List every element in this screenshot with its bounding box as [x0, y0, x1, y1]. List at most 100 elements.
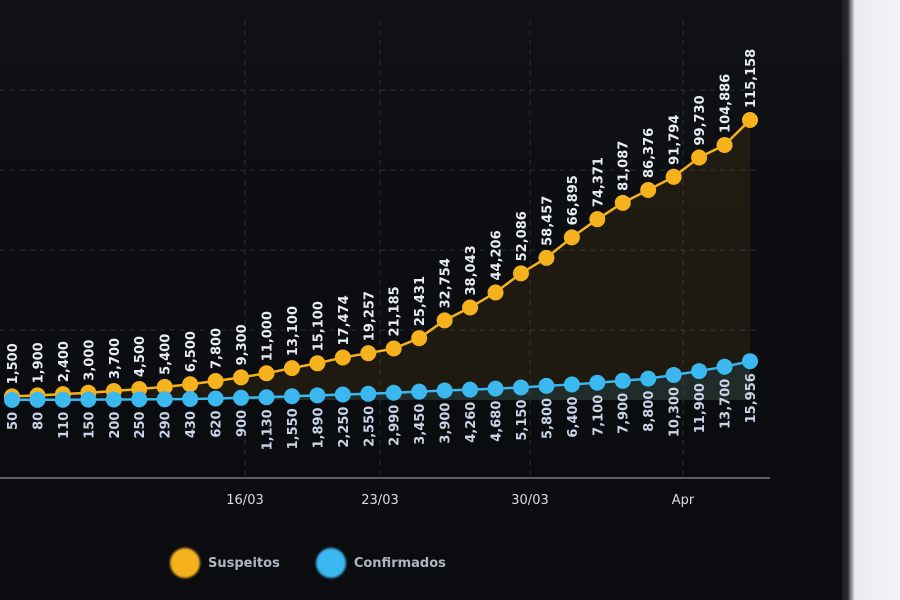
data-label: 50 — [6, 412, 21, 430]
data-label: 91,794 — [668, 115, 683, 165]
data-label: 80 — [31, 412, 46, 430]
data-label: 19,257 — [362, 291, 377, 341]
data-label: 7,800 — [210, 328, 225, 369]
data-point-confirmados — [462, 381, 479, 398]
data-point-confirmados — [131, 391, 148, 408]
data-point-suspeitos — [309, 355, 326, 372]
data-label: 1,890 — [311, 407, 326, 448]
data-label: 7,100 — [591, 395, 606, 436]
data-point-confirmados — [309, 387, 326, 404]
data-label: 430 — [184, 411, 199, 438]
data-point-confirmados — [538, 377, 555, 394]
data-point-confirmados — [614, 372, 631, 389]
data-point-confirmados — [640, 370, 657, 387]
x-tick-label: 16/03 — [226, 493, 263, 508]
data-point-confirmados — [716, 358, 733, 375]
data-label: 104,886 — [719, 74, 734, 133]
data-point-confirmados — [105, 391, 122, 408]
data-point-suspeitos — [640, 181, 657, 198]
data-point-confirmados — [665, 366, 682, 383]
legend-item-confirmados[interactable]: Confirmados — [315, 548, 446, 578]
data-point-suspeitos — [563, 229, 580, 246]
data-point-suspeitos — [233, 369, 250, 386]
data-label: 5,400 — [159, 334, 174, 375]
data-point-confirmados — [385, 384, 402, 401]
monitor-bezel — [842, 0, 900, 600]
data-label: 4,260 — [464, 402, 479, 443]
data-point-confirmados — [512, 379, 529, 396]
data-label: 150 — [82, 412, 97, 439]
data-label: 110 — [57, 412, 72, 439]
data-label: 290 — [159, 411, 174, 438]
data-point-suspeitos — [742, 112, 758, 128]
data-point-confirmados — [589, 374, 606, 391]
series-area-1 — [12, 361, 750, 400]
data-label: 2,250 — [337, 407, 352, 448]
data-point-confirmados — [80, 391, 97, 408]
x-tick-label: 23/03 — [361, 493, 398, 508]
data-label: 44,206 — [490, 230, 505, 280]
data-point-suspeitos — [411, 330, 428, 347]
data-label: 15,956 — [744, 373, 759, 423]
data-point-confirmados — [54, 391, 71, 408]
data-label: 1,130 — [260, 409, 275, 450]
data-label: 6,400 — [566, 396, 581, 437]
data-label: 13,100 — [286, 306, 301, 356]
data-point-confirmados — [207, 390, 224, 407]
data-point-suspeitos — [182, 376, 199, 393]
data-label: 3,450 — [413, 404, 428, 445]
data-point-suspeitos — [156, 378, 173, 395]
data-point-suspeitos — [334, 349, 351, 366]
data-point-confirmados — [334, 386, 351, 403]
data-point-confirmados — [156, 391, 173, 408]
data-point-confirmados — [283, 388, 300, 405]
data-label: 32,754 — [439, 258, 454, 308]
data-point-suspeitos — [512, 265, 529, 282]
legend-item-suspeitos[interactable]: Suspeitos — [170, 548, 280, 578]
data-label: 58,457 — [540, 196, 555, 246]
data-label: 900 — [235, 410, 250, 437]
data-label: 2,550 — [362, 406, 377, 447]
data-label: 115,158 — [744, 49, 759, 108]
data-label: 200 — [108, 412, 123, 439]
data-point-confirmados — [182, 390, 199, 407]
data-point-confirmados — [487, 380, 504, 397]
data-point-suspeitos — [360, 345, 377, 362]
data-point-confirmados — [691, 363, 708, 380]
data-label: 13,700 — [719, 379, 734, 429]
data-label: 620 — [210, 410, 225, 437]
data-point-suspeitos — [207, 373, 224, 390]
data-point-suspeitos — [258, 365, 275, 382]
data-point-suspeitos — [691, 149, 708, 166]
data-label: 21,185 — [388, 286, 403, 336]
x-tick-label: Apr — [672, 493, 695, 508]
data-label: 86,376 — [642, 128, 657, 178]
data-label: 1,550 — [286, 408, 301, 449]
data-label: 99,730 — [693, 95, 708, 145]
data-label: 8,800 — [642, 391, 657, 432]
data-point-suspeitos — [614, 194, 631, 211]
data-label: 11,900 — [693, 383, 708, 433]
data-label: 25,431 — [413, 276, 428, 326]
data-point-suspeitos — [283, 360, 300, 377]
data-label: 11,000 — [260, 311, 275, 361]
data-label: 66,895 — [566, 175, 581, 225]
data-point-suspeitos — [462, 299, 479, 316]
legend: Suspeitos Confirmados — [170, 548, 446, 578]
chart: 16/03 23/03 30/03 Apr 1,500 1,900 2,400 3,000 3,… — [0, 20, 770, 508]
data-point-confirmados — [563, 376, 580, 393]
data-label: 9,300 — [235, 324, 250, 365]
data-label: 2,990 — [388, 405, 403, 446]
data-point-suspeitos — [716, 136, 733, 153]
data-label: 250 — [133, 411, 148, 438]
legend-label-suspeitos: Suspeitos — [208, 555, 280, 571]
data-label: 5,150 — [515, 399, 530, 440]
data-point-confirmados — [742, 353, 758, 370]
data-label: 4,500 — [133, 336, 148, 377]
legend-swatch-suspeitos — [170, 548, 200, 578]
data-label: 5,800 — [540, 398, 555, 439]
data-label: 3,700 — [108, 338, 123, 379]
data-point-confirmados — [436, 382, 453, 399]
data-point-suspeitos — [538, 249, 555, 266]
monitor-screen — [0, 0, 842, 600]
